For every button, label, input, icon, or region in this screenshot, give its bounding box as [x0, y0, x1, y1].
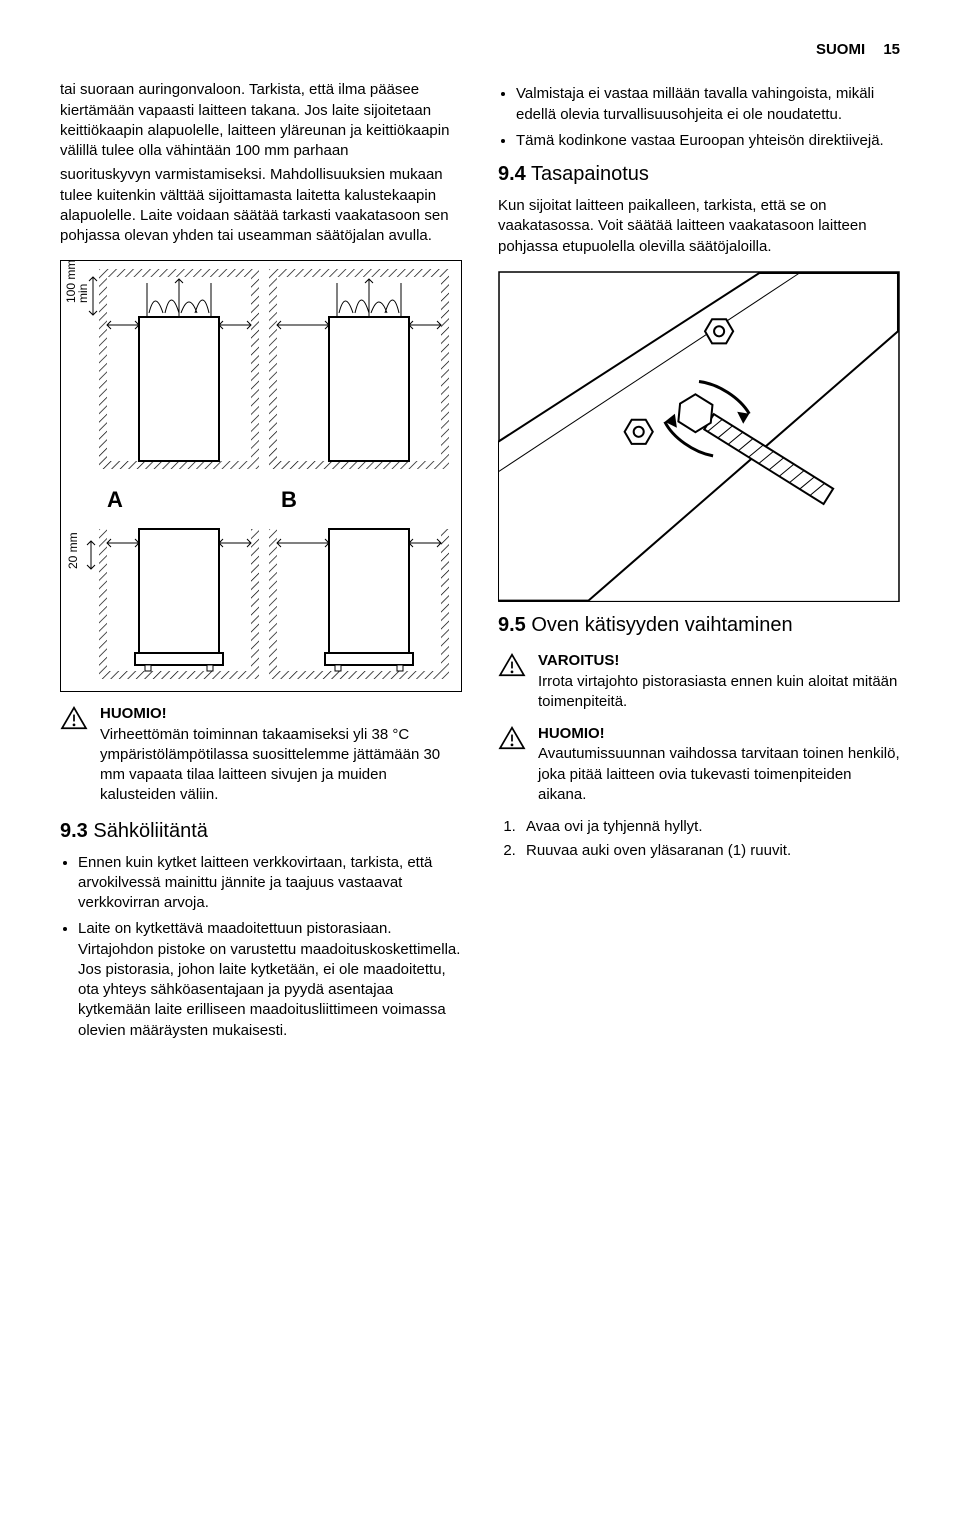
label-b: B [281, 487, 297, 512]
p-9-4: Kun sijoitat laitteen paikalleen, tarkis… [498, 196, 900, 257]
page-header: SUOMI 15 [60, 40, 900, 60]
header-lang: SUOMI [816, 41, 865, 58]
header-pagenum: 15 [883, 41, 900, 58]
step-2: Ruuvaa auki oven yläsaranan (1) ruuvit. [520, 841, 900, 861]
two-column-layout: tai suoraan auringonvaloon. Tarkista, et… [60, 80, 900, 1051]
huomio-alert-1: HUOMIO! Virheettömän toiminnan takaamise… [60, 704, 462, 805]
intro-paragraph-1: tai suoraan auringonvaloon. Tarkista, et… [60, 80, 462, 161]
list-item: Ennen kuin kytket laitteen verkkovirtaan… [78, 853, 462, 914]
varoitus-title: VAROITUS! [538, 651, 900, 671]
varoitus-body: Irrota virtajohto pistorasiasta ennen ku… [538, 672, 900, 713]
heading-9-4: 9.4 Tasapainotus [498, 161, 900, 188]
list-item: Laite on kytkettävä maadoitettuun pistor… [78, 919, 462, 1041]
intro-paragraph-2: suorituskyvyn varmistamiseksi. Mahdollis… [60, 165, 462, 246]
label-a: A [107, 487, 123, 512]
heading-9-5: 9.5 Oven kätisyyden vaihtaminen [498, 612, 900, 639]
warning-icon [60, 706, 88, 730]
list-top-right: Valmistaja ei vastaa millään tavalla vah… [498, 84, 900, 151]
huomio-alert-2: HUOMIO! Avautumissuunnan vaihdossa tarvi… [498, 724, 900, 805]
figure-cabinet: 100 mm min [60, 260, 462, 692]
bolt-svg [498, 271, 900, 603]
steps-list: Avaa ovi ja tyhjennä hyllyt. Ruuvaa auki… [498, 817, 900, 862]
varoitus-alert: VAROITUS! Irrota virtajohto pistorasiast… [498, 651, 900, 712]
svg-text:20 mm: 20 mm [66, 533, 80, 570]
warning-icon [498, 653, 526, 677]
step-1: Avaa ovi ja tyhjennä hyllyt. [520, 817, 900, 837]
list-item: Tämä kodinkone vastaa Euroopan yhteisön … [516, 131, 900, 151]
cabinet-svg: 100 mm min [61, 261, 461, 691]
left-column: tai suoraan auringonvaloon. Tarkista, et… [60, 80, 462, 1051]
heading-9-3: 9.3 Sähköliitäntä [60, 818, 462, 845]
right-column: Valmistaja ei vastaa millään tavalla vah… [498, 80, 900, 1051]
warning-icon [498, 726, 526, 750]
huomio2-title: HUOMIO! [538, 724, 900, 744]
huomio-body: Virheettömän toiminnan takaamiseksi yli … [100, 725, 462, 806]
list-9-3: Ennen kuin kytket laitteen verkkovirtaan… [60, 853, 462, 1041]
list-item: Valmistaja ei vastaa millään tavalla vah… [516, 84, 900, 125]
huomio2-body: Avautumissuunnan vaihdossa tarvitaan toi… [538, 744, 900, 805]
figure-bolt [498, 271, 900, 603]
huomio-title: HUOMIO! [100, 704, 462, 724]
svg-text:min: min [76, 284, 90, 303]
